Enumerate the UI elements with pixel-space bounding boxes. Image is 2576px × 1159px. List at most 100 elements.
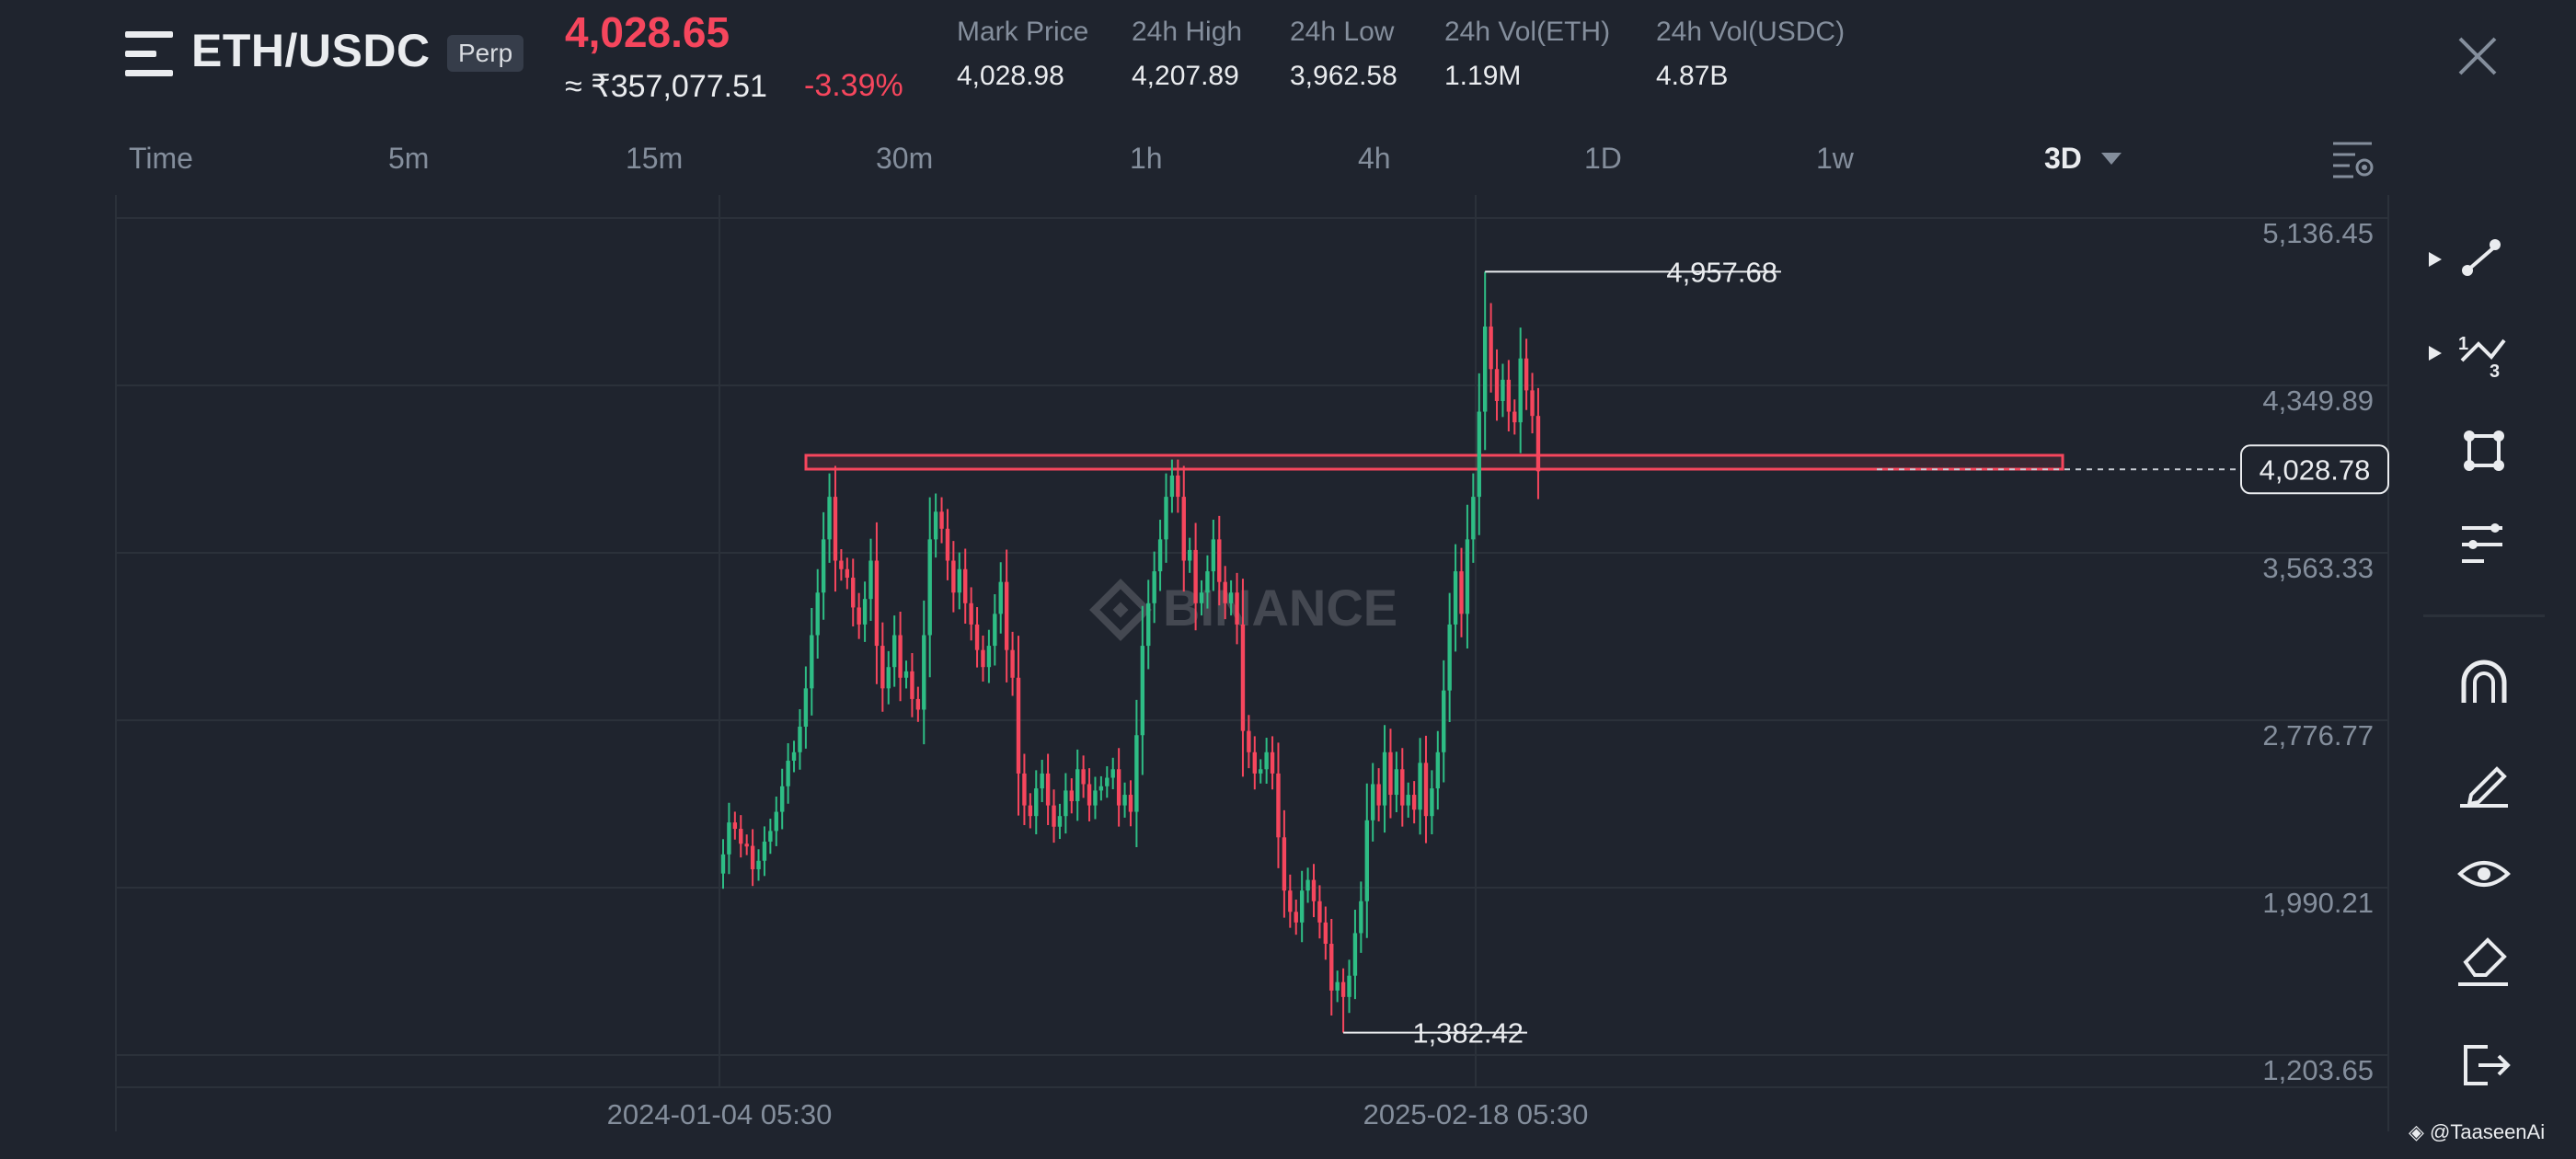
candle-body [1400, 769, 1405, 806]
candle-body [1299, 890, 1305, 923]
candle-body [1459, 571, 1464, 614]
high-24h-label: 24h High [1132, 17, 1243, 47]
candle-body [1442, 690, 1446, 752]
candle-body [833, 497, 838, 561]
candle-body [786, 761, 790, 786]
candle-body [1016, 677, 1021, 774]
candle-body [951, 560, 956, 593]
eye-icon[interactable] [2457, 861, 2511, 887]
chart-settings-icon[interactable] [2331, 138, 2374, 180]
candle-body [1524, 358, 1529, 391]
candle-body [1098, 786, 1104, 791]
candle-body [1418, 763, 1422, 810]
candle-body [1052, 805, 1056, 827]
x-tick-label: 2024-01-04 05:30 [607, 1098, 833, 1130]
exit-icon[interactable] [2464, 1045, 2511, 1085]
candle-body [1087, 784, 1092, 806]
candle-body [1276, 773, 1281, 838]
tf-30m[interactable]: 30m [876, 142, 934, 175]
candle-body [798, 726, 802, 752]
candle-body [1075, 769, 1080, 801]
shape-icon[interactable] [2464, 430, 2504, 471]
fib-icon[interactable]: 1 3 [2429, 334, 2506, 382]
candle-body [1157, 539, 1163, 572]
candle-body [720, 854, 726, 874]
tf-3d[interactable]: 3D [2044, 142, 2082, 175]
candle-body [803, 688, 809, 727]
perp-badge: Perp [447, 35, 524, 72]
eraser-icon[interactable] [2458, 937, 2508, 986]
chevron-down-icon[interactable] [2101, 153, 2122, 165]
candle-body [1176, 475, 1180, 498]
current-price-label: 4,028.78 [2260, 453, 2371, 486]
candle-body [1187, 549, 1192, 561]
candle-body [1223, 581, 1227, 603]
candle-body [1329, 944, 1334, 991]
candle-body [1447, 624, 1452, 691]
candle-body [1140, 646, 1145, 736]
candle-body [810, 635, 814, 689]
candle-body [768, 831, 773, 842]
candle-body [1193, 549, 1198, 603]
inr-price: ≈ ₹357,077.51 [565, 69, 767, 104]
candle-body [1471, 497, 1476, 540]
candle-body [1057, 816, 1063, 827]
candle-body [963, 568, 968, 603]
indicator-settings-icon[interactable] [2462, 523, 2502, 563]
candle-body [1530, 390, 1535, 417]
last-price: 4,028.65 [565, 8, 730, 56]
candle-body [945, 528, 950, 561]
candle-body [744, 843, 749, 847]
magnet-icon[interactable] [2461, 660, 2507, 703]
candle-body [1394, 769, 1399, 796]
candle-body [1181, 497, 1186, 561]
candle-body [821, 539, 826, 593]
tf-time[interactable]: Time [129, 142, 193, 175]
candle-body [1364, 820, 1369, 901]
candle-body [1093, 790, 1098, 806]
candle-body [1435, 752, 1441, 789]
candle-body [1152, 571, 1156, 603]
y-tick-label: 1,990.21 [2262, 887, 2374, 919]
candle-body [969, 602, 973, 625]
candles [720, 271, 1541, 1033]
tf-1d[interactable]: 1D [1584, 142, 1622, 175]
candle-body [862, 599, 868, 625]
drawing-toolbar: 1 3 [2429, 239, 2511, 1085]
candle-body [1501, 379, 1505, 401]
binance-watermark: BINANCE [1089, 579, 1397, 641]
candle-body [993, 614, 997, 647]
tf-4h[interactable]: 4h [1358, 142, 1391, 175]
menu-icon[interactable] [125, 31, 173, 77]
candle-body [927, 539, 932, 636]
candle-body [898, 635, 903, 678]
candle-body [1535, 416, 1541, 472]
candle-body [1430, 788, 1434, 817]
pair-title[interactable]: ETH/USDC [191, 25, 431, 76]
y-tick-label: 3,563.33 [2262, 552, 2374, 584]
candle-body [1116, 769, 1121, 806]
tf-5m[interactable]: 5m [388, 142, 430, 175]
candle-body [1518, 358, 1523, 423]
candle-body [998, 581, 1003, 614]
candle-body [1482, 326, 1488, 412]
candle-body [1406, 795, 1410, 806]
candle-body [1252, 752, 1257, 774]
tf-15m[interactable]: 15m [626, 142, 684, 175]
tf-1h[interactable]: 1h [1130, 142, 1163, 175]
tf-1w[interactable]: 1w [1816, 142, 1854, 175]
candle-body [1205, 571, 1210, 593]
candle-body [839, 560, 844, 569]
close-icon[interactable] [2455, 33, 2501, 79]
candle-body [1217, 539, 1222, 582]
candle-body [974, 624, 980, 650]
candle-body [1465, 539, 1470, 614]
candle-body [1004, 581, 1009, 650]
candle-body [750, 845, 755, 870]
candle-body [1134, 735, 1139, 812]
pencil-icon[interactable] [2460, 766, 2508, 808]
candle-body [851, 578, 856, 608]
candle-body [1294, 912, 1298, 923]
trend-line-icon[interactable] [2429, 239, 2501, 276]
